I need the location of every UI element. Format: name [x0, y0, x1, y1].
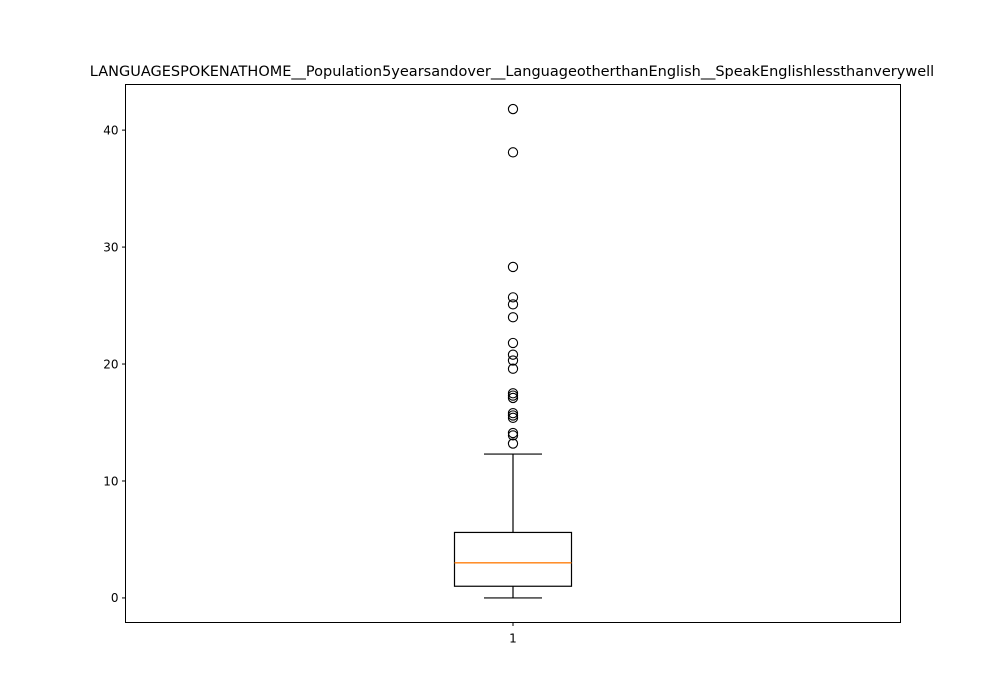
y-tick-label: 40: [103, 123, 118, 137]
box-group: [453, 103, 573, 599]
outlier-point: [507, 349, 519, 360]
iqr-box: [453, 531, 573, 587]
y-axis: 0 10 20 30 40: [103, 123, 126, 605]
outlier-point: [507, 312, 519, 323]
chart-title: LANGUAGESPOKENATHOME__Population5yearsan…: [90, 64, 934, 80]
outlier-point: [507, 299, 519, 310]
outlier-point: [507, 430, 519, 441]
outlier-point: [507, 147, 519, 158]
outlier-point: [507, 337, 519, 349]
outlier-point: [507, 103, 519, 115]
outlier-point: [507, 392, 519, 404]
y-tick-label: 30: [103, 240, 118, 254]
x-axis: 1: [509, 622, 517, 646]
boxes-layer: [453, 103, 573, 599]
outlier-point: [507, 363, 519, 374]
outlier-point: [507, 355, 519, 366]
outlier-point: [507, 292, 519, 303]
outlier-point: [507, 410, 519, 421]
x-tick-label: 1: [509, 632, 517, 646]
outlier-point: [507, 407, 519, 419]
outlier-point: [507, 412, 519, 423]
outlier-point: [507, 261, 519, 273]
outlier-point: [507, 390, 519, 401]
y-tick-label: 10: [103, 474, 118, 488]
outlier-point: [507, 427, 519, 439]
y-tick-label: 20: [103, 357, 118, 371]
y-tick-label: 0: [111, 591, 119, 605]
outlier-point: [507, 438, 519, 449]
plot-area: [125, 84, 901, 623]
outlier-point: [507, 388, 519, 399]
